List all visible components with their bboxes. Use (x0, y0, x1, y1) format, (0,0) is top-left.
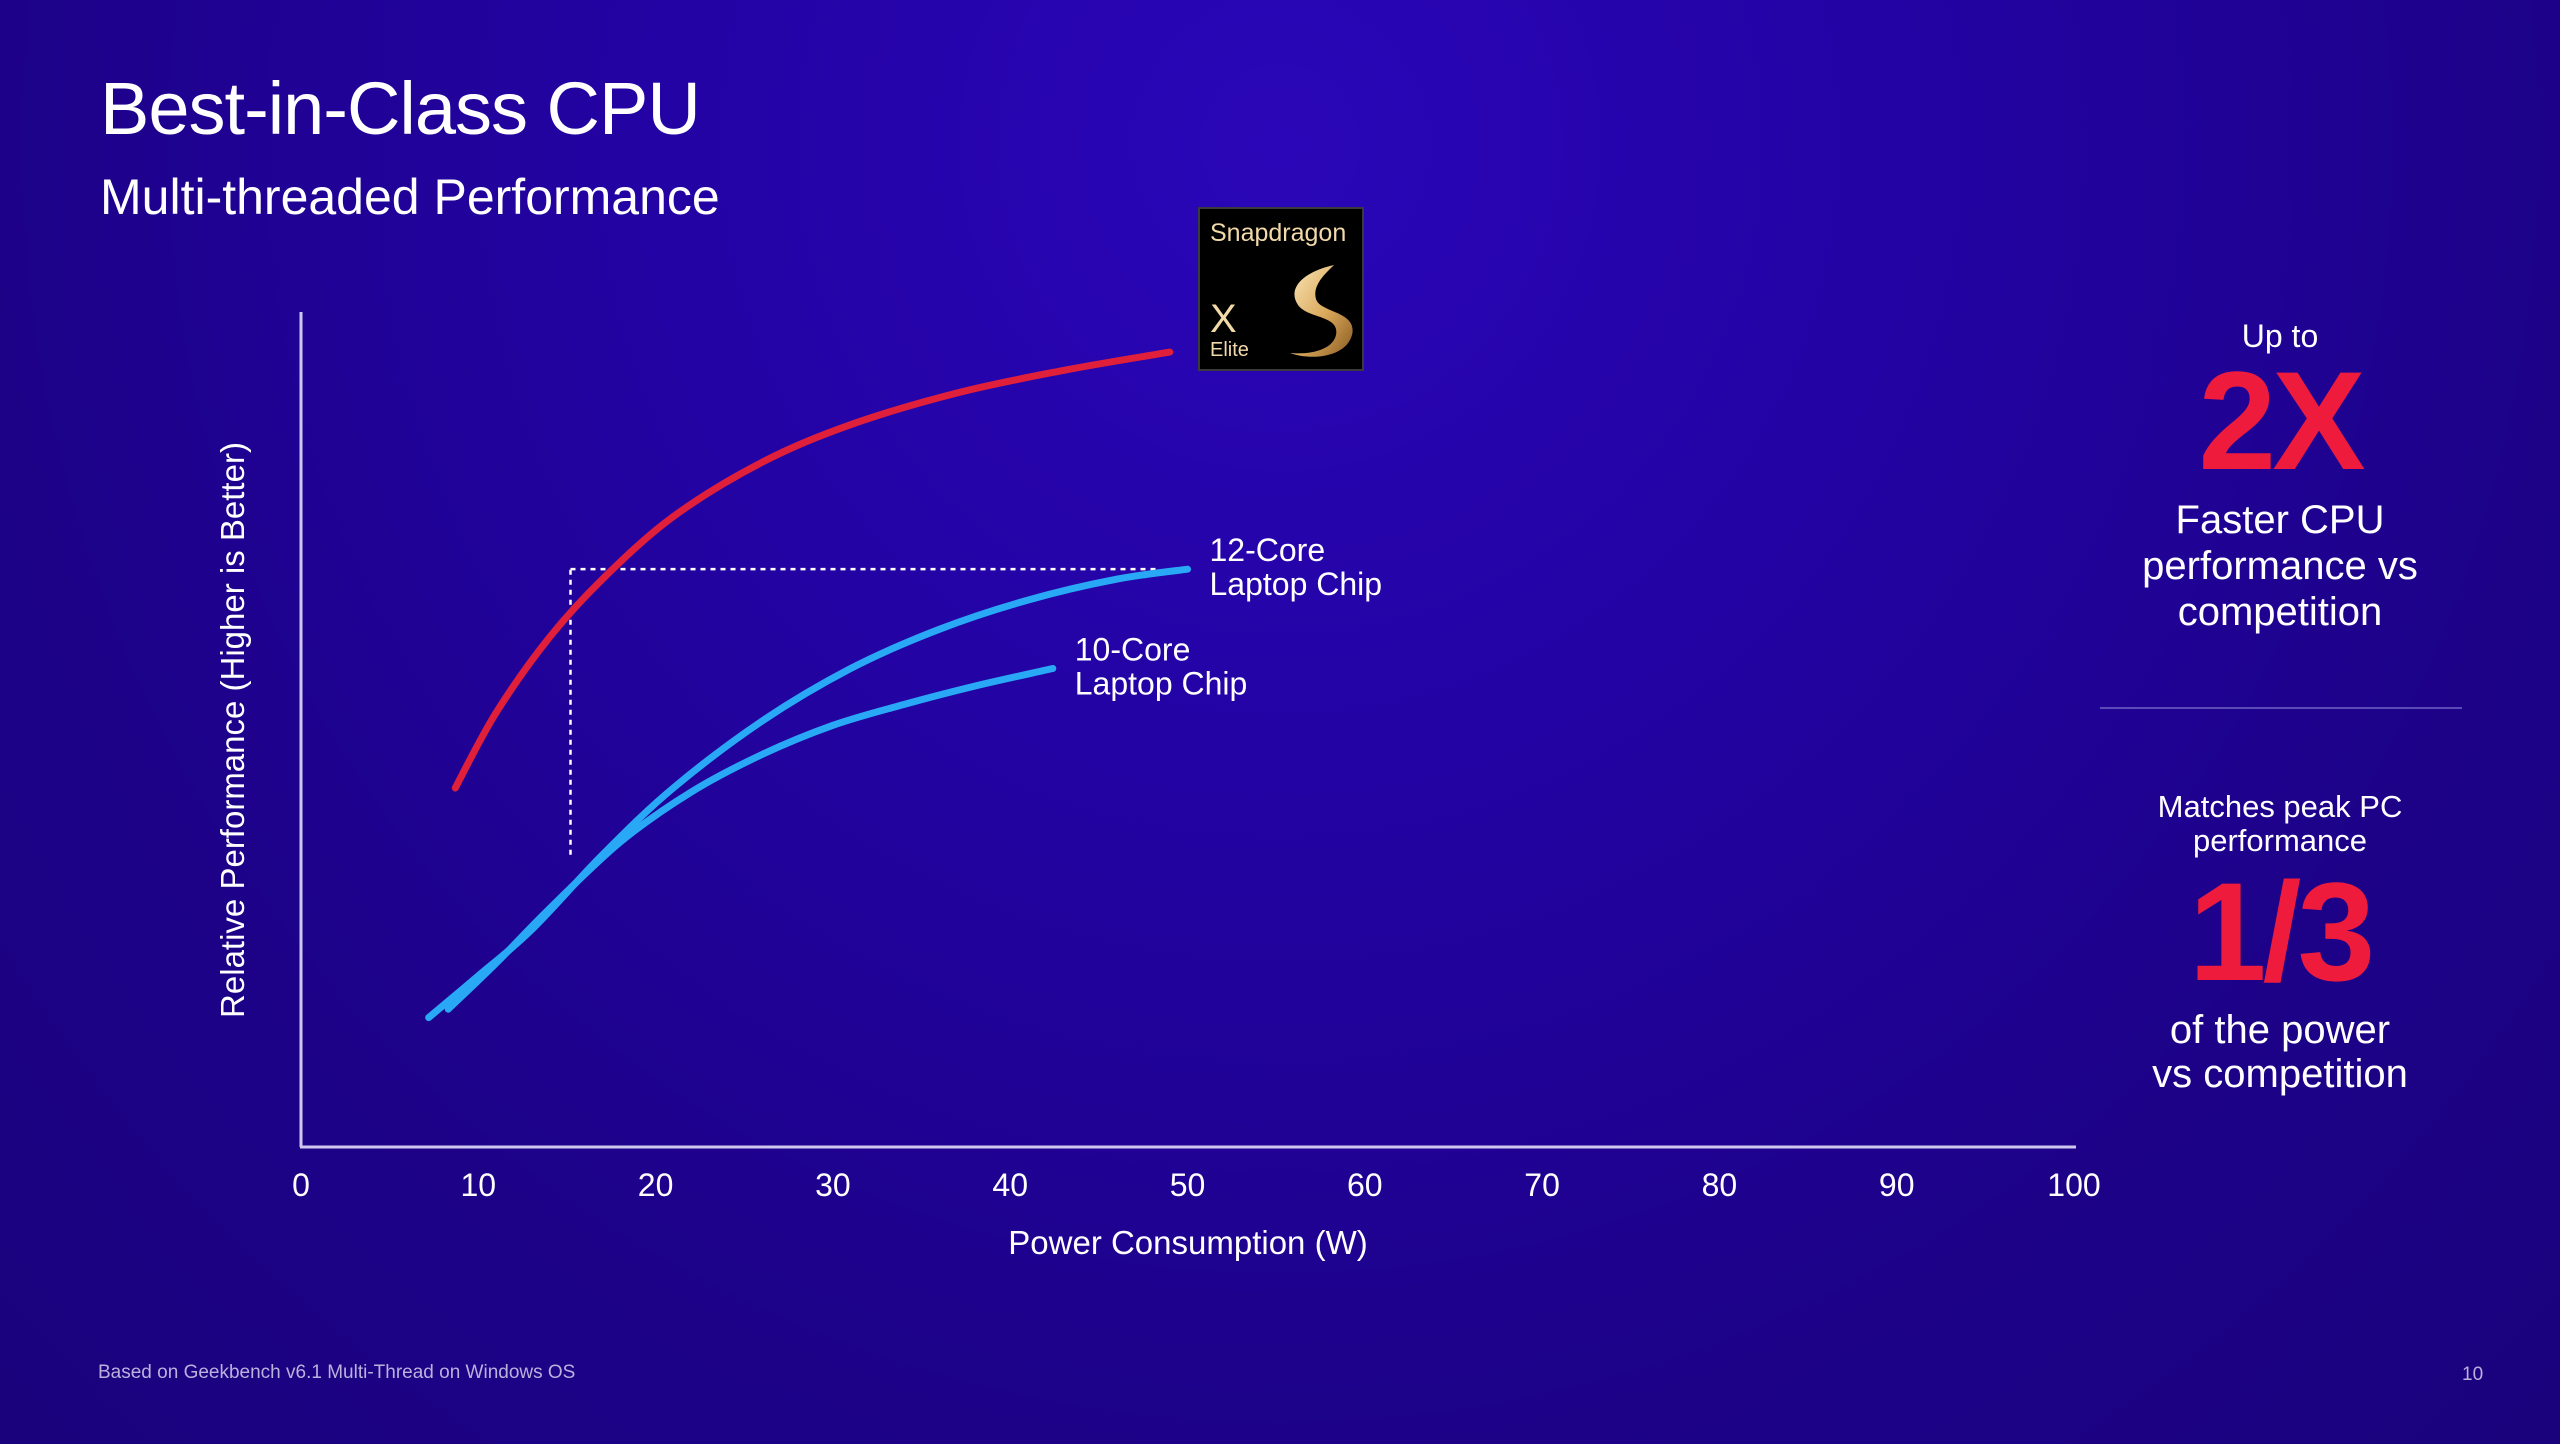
footnote: Based on Geekbench v6.1 Multi-Thread on … (98, 1362, 576, 1383)
series-label-3: 10-Core (1075, 632, 1191, 668)
x-tick-label: 10 (461, 1167, 497, 1203)
x-tick-label: 100 (2047, 1167, 2100, 1203)
stat-prefix: Up to (2241, 318, 2319, 354)
page-number: 10 (2462, 1364, 2484, 1385)
stat-desc-line: competition (2177, 590, 2383, 634)
comparison-guides (569, 567, 1156, 855)
stat-faster-cpu: Up to 2X Faster CPU performance vs compe… (2090, 318, 2470, 635)
stat-value-one-third: 1/3 (2188, 853, 2376, 1010)
snapdragon-logo-icon (1290, 265, 1353, 357)
stat-description: of the power vs competition (2090, 1008, 2470, 1096)
x-tick-label: 70 (1524, 1167, 1560, 1203)
stat-desc-line: Faster CPU (2175, 498, 2385, 542)
slide-subtitle: Multi-threaded Performance (100, 169, 720, 225)
series-line-2 (425, 565, 1191, 1022)
x-tick-labels: 0 10 20 30 40 50 60 70 80 90 100 (292, 1167, 2101, 1203)
stat-desc-line: of the power (2169, 1008, 2391, 1052)
axes (299, 312, 2076, 1149)
badge-tier: Elite (1210, 339, 1249, 361)
y-axis-title: Relative Performance (Higher is Better) (214, 442, 251, 1018)
series-label-3: Laptop Chip (1075, 666, 1248, 702)
stat-desc-line: vs competition (2152, 1052, 2408, 1096)
stat-head-line: Matches peak PC (2157, 789, 2403, 824)
x-tick-label: 80 (1702, 1167, 1738, 1203)
stat-divider (2100, 707, 2462, 709)
series-label-2: 12-Core (1210, 532, 1326, 568)
stat-power-efficiency: Matches peak PC performance 1/3 of the p… (2090, 790, 2470, 1097)
x-tick-label: 40 (992, 1167, 1028, 1203)
stat-heading: Matches peak PC performance (2090, 790, 2470, 858)
x-tick-label: 50 (1170, 1167, 1206, 1203)
x-axis-title: Power Consumption (W) (1008, 1224, 1367, 1261)
series-lines (425, 348, 1191, 1022)
x-tick-label: 90 (1879, 1167, 1915, 1203)
series-label-2: Laptop Chip (1210, 566, 1383, 602)
series-line-3 (444, 665, 1057, 1013)
x-tick-label: 60 (1347, 1167, 1383, 1203)
stat-description: Faster CPU performance vs competition (2090, 497, 2470, 635)
x-tick-label: 20 (638, 1167, 674, 1203)
slide-title: Best-in-Class CPU (100, 67, 701, 150)
snapdragon-x-elite-badge: Snapdragon X Elite (1198, 207, 1364, 371)
badge-brand: Snapdragon (1210, 219, 1347, 247)
stat-head-line: performance (2192, 823, 2368, 858)
series-line-1 (451, 348, 1174, 792)
stat-value-2x: 2X (2198, 342, 2365, 499)
badge-model: X (1210, 297, 1237, 341)
stat-desc-line: performance vs (2142, 544, 2418, 588)
x-tick-label: 30 (815, 1167, 851, 1203)
x-tick-label: 0 (292, 1167, 310, 1203)
